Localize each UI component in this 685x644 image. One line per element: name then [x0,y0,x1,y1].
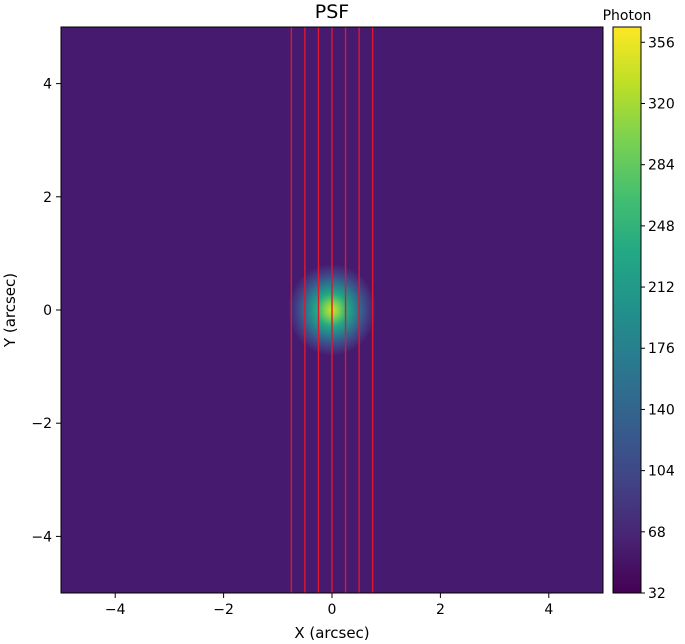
x-tick-label: 0 [328,602,337,618]
x-tick-label: −2 [213,602,234,618]
colorbar-tick-label: 320 [648,96,675,112]
y-tick-label: −2 [31,416,52,432]
y-tick-label: 2 [43,190,52,206]
y-tick-label: 4 [43,77,52,93]
y-tick-label: 0 [43,303,52,319]
x-tick-label: 2 [436,602,445,618]
colorbar-tick-label: 284 [648,158,675,174]
y-tick-label: −4 [31,529,52,545]
plot-area [61,27,603,593]
colorbar-tick-label: 104 [648,464,675,480]
y-axis-label: Y (arcsec) [1,273,19,348]
colorbar-tick-label: 140 [648,402,675,418]
colorbar-tick-label: 32 [648,586,666,602]
colorbar-label: Photon [603,8,652,24]
colorbar-tick-label: 68 [648,525,666,541]
colorbar [612,26,642,594]
x-tick-label: 4 [544,602,553,618]
colorbar-tick-label: 176 [648,341,675,357]
colorbar-tick-label: 356 [648,35,675,51]
x-axis-label: X (arcsec) [294,624,369,642]
chart-title: PSF [315,1,349,23]
colorbar-tick-label: 248 [648,219,675,235]
x-tick-label: −4 [105,602,126,618]
colorbar-tick-label: 212 [648,280,675,296]
